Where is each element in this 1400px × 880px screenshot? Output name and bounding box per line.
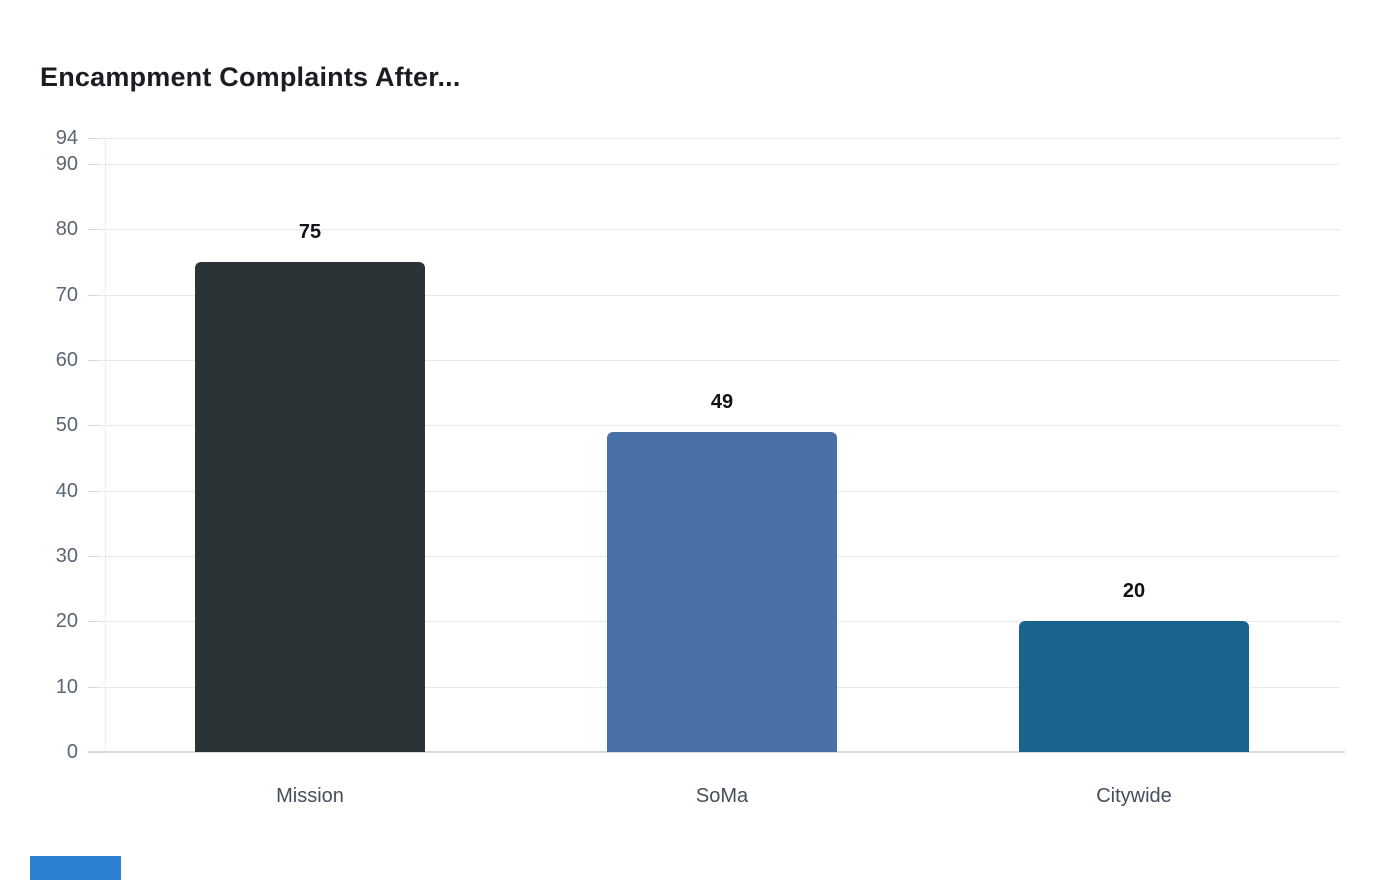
partial-blue-element: [30, 856, 121, 880]
x-category-label: Mission: [276, 785, 344, 807]
y-tick-label: 60: [55, 349, 78, 371]
gridline-y60: [88, 360, 1340, 361]
y-tick-mark: [88, 687, 98, 688]
y-tick-mark: [88, 295, 98, 296]
y-tick-mark: [88, 425, 98, 426]
bar-value-label: 49: [710, 391, 734, 413]
bar-mission[interactable]: [195, 262, 425, 752]
y-tick-mark: [88, 229, 98, 230]
x-axis-baseline: [88, 751, 1345, 753]
bar-citywide[interactable]: [1019, 621, 1249, 752]
bar-value-label: 20: [1122, 580, 1146, 602]
y-tick-label: 10: [55, 676, 78, 698]
y-tick-label: 94: [55, 127, 78, 149]
y-tick-label: 30: [55, 545, 78, 567]
x-category-label: SoMa: [695, 785, 749, 807]
gridline-y94: [88, 138, 1340, 139]
x-category-label: Citywide: [1096, 785, 1172, 807]
y-tick-label: 70: [55, 284, 78, 306]
y-tick-mark: [88, 138, 98, 139]
y-tick-mark: [88, 621, 98, 622]
bar-value-label: 75: [298, 221, 322, 243]
y-tick-label: 50: [55, 414, 78, 436]
chart-title: Encampment Complaints After...: [40, 62, 461, 92]
gridline-y90: [88, 164, 1340, 165]
gridline-y70: [88, 295, 1340, 296]
gridline-y80: [88, 229, 1340, 230]
y-tick-label: 80: [55, 218, 78, 240]
y-tick-label: 20: [55, 610, 78, 632]
gridline-y50: [88, 425, 1340, 426]
y-tick-label: 40: [55, 480, 78, 502]
y-tick-label: 90: [55, 153, 78, 175]
y-tick-mark: [88, 360, 98, 361]
y-tick-label: 0: [66, 741, 78, 763]
y-tick-mark: [88, 752, 98, 753]
y-tick-mark: [88, 491, 98, 492]
bar-soma[interactable]: [607, 432, 837, 752]
y-tick-mark: [88, 164, 98, 165]
y-axis-line: [105, 138, 106, 752]
y-tick-mark: [88, 556, 98, 557]
